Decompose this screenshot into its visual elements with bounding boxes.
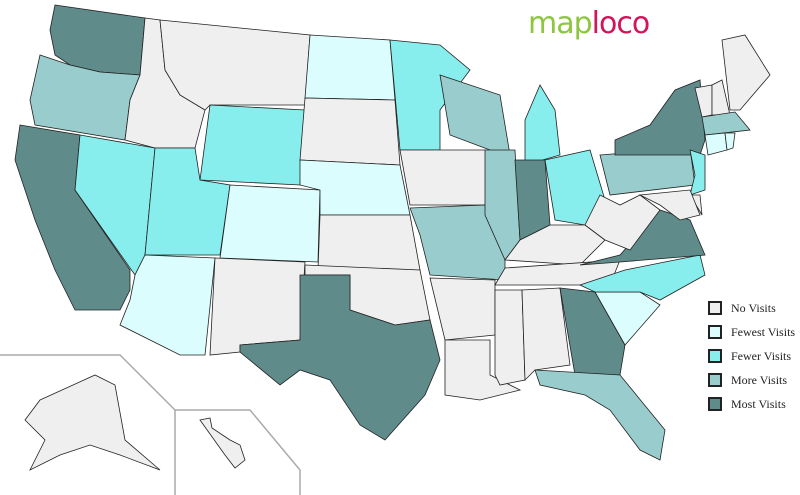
legend-label: Fewer Visits <box>731 348 792 363</box>
state-massachusetts[interactable] <box>701 111 751 136</box>
state-rhode-island[interactable] <box>724 132 736 151</box>
state-wisconsin[interactable] <box>439 74 511 156</box>
legend-label: No Visits <box>731 300 776 315</box>
state-hawaii[interactable] <box>199 417 246 469</box>
legend-swatch <box>708 349 722 363</box>
state-north-dakota[interactable] <box>304 34 396 101</box>
legend-item-fewest: Fewest Visits <box>708 320 795 344</box>
legend-label: More Visits <box>731 372 788 387</box>
state-south-dakota[interactable] <box>299 97 401 166</box>
state-georgia[interactable] <box>559 287 626 376</box>
legend-item-more: More Visits <box>708 368 795 392</box>
state-montana[interactable] <box>159 19 311 111</box>
legend-label: Most Visits <box>731 396 786 411</box>
state-connecticut[interactable] <box>704 132 728 156</box>
state-new-york[interactable] <box>614 79 706 156</box>
state-maine[interactable] <box>721 34 771 111</box>
legend-label: Fewest Visits <box>731 324 796 339</box>
legend-swatch <box>708 397 722 411</box>
state-texas[interactable] <box>239 274 441 441</box>
legend-item-none: No Visits <box>708 296 795 320</box>
hawaii-inset-border <box>175 409 301 495</box>
state-michigan[interactable] <box>524 84 561 166</box>
state-arizona[interactable] <box>119 254 216 356</box>
legend-swatch <box>708 301 722 315</box>
legend-swatch <box>708 325 722 339</box>
state-wyoming[interactable] <box>199 104 306 186</box>
legend-item-fewer: Fewer Visits <box>708 344 795 368</box>
state-arkansas[interactable] <box>429 277 496 341</box>
map-legend: No Visits Fewest Visits Fewer Visits More V… <box>708 296 795 416</box>
state-kansas[interactable] <box>317 214 421 271</box>
state-florida[interactable] <box>534 369 666 461</box>
state-alabama[interactable] <box>521 287 571 381</box>
state-alaska[interactable] <box>24 374 161 471</box>
state-west-virginia[interactable] <box>584 194 661 251</box>
state-new-jersey[interactable] <box>689 149 706 196</box>
state-mississippi[interactable] <box>494 289 526 386</box>
alaska-inset-border <box>0 354 176 495</box>
state-virginia[interactable] <box>579 209 706 266</box>
state-north-carolina[interactable] <box>578 254 706 301</box>
maploco-logo: maploco <box>528 6 650 41</box>
legend-item-most: Most Visits <box>708 392 795 416</box>
state-colorado[interactable] <box>219 184 321 263</box>
legend-swatch <box>708 373 722 387</box>
state-maryland[interactable] <box>638 189 701 221</box>
